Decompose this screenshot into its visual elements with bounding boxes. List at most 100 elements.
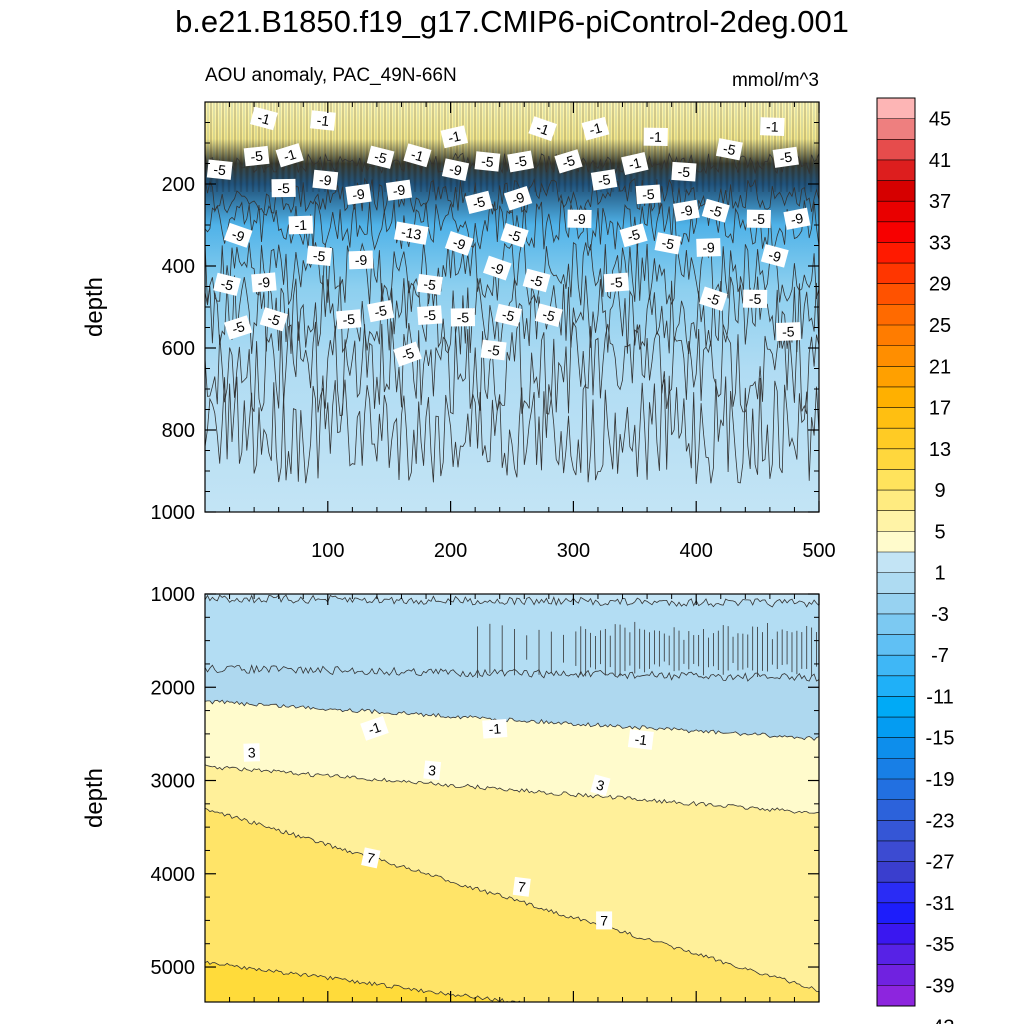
contour-label-text: -9 xyxy=(354,252,367,268)
contour-label-bg xyxy=(627,729,654,750)
contour-label: -5 xyxy=(480,339,507,361)
contour-label-text: -5 xyxy=(705,289,722,308)
contour-label-bg xyxy=(528,116,557,142)
contour-label-text: -1 xyxy=(281,146,298,165)
chart-subtitle: AOU anomaly, PAC_49N-66N xyxy=(205,65,457,86)
colorbar-swatch xyxy=(877,840,915,862)
contour-label-bg xyxy=(494,303,523,327)
contour-label-text: -9 xyxy=(351,185,366,203)
contour-label-bg xyxy=(621,152,649,175)
contour-label-bg xyxy=(275,143,304,168)
contour-label: -5 xyxy=(500,223,529,248)
contour-label-bg xyxy=(335,309,362,330)
contour-label: -5 xyxy=(775,322,801,342)
contour-label-bg xyxy=(503,186,533,211)
contour-label: -1 xyxy=(288,215,314,235)
contour-label-text: -1 xyxy=(627,154,643,172)
contour-label: -5 xyxy=(494,303,523,327)
contour-label: -5 xyxy=(603,272,629,293)
colorbar-tick-label: 29 xyxy=(929,274,951,296)
contour-label-text: -9 xyxy=(573,211,586,227)
contour-label-text: -9 xyxy=(510,189,527,208)
contour-label-bg xyxy=(450,308,476,327)
contour-label: -5 xyxy=(474,151,501,172)
colorbar-swatch xyxy=(877,634,915,656)
contour-label-text: -9 xyxy=(448,161,464,179)
contour-label: -9 xyxy=(223,222,253,248)
contour-label: -5 xyxy=(259,307,288,332)
contour-label-text: -5 xyxy=(266,310,283,329)
contour-label-text: -5 xyxy=(250,147,264,164)
contour-label: -1 xyxy=(360,715,389,741)
contour-label: -5 xyxy=(271,178,296,198)
contour-label-bg xyxy=(213,272,241,297)
colorbar-tick-label: -7 xyxy=(931,645,949,667)
contour-label-text: -5 xyxy=(610,274,624,291)
contour-label-bg xyxy=(512,876,531,897)
contour-label-text: -9 xyxy=(702,239,715,255)
contour-label-bg xyxy=(416,273,443,295)
contour-label-text: -9 xyxy=(451,234,468,253)
chart-title: b.e21.B1850.f19_g17.CMIP6-piControl-2deg… xyxy=(175,4,849,39)
colorbar-swatch xyxy=(877,469,915,491)
contour-label-bg xyxy=(271,178,296,198)
contour-label-text: -9 xyxy=(392,181,407,199)
contour-label-bg xyxy=(474,151,501,172)
contour-label: -9 xyxy=(760,244,789,268)
contour-label-bg xyxy=(500,223,529,248)
colorbar-swatch xyxy=(877,861,915,883)
colorbar-tick-label: 21 xyxy=(929,356,951,378)
contour-label-text: -5 xyxy=(500,306,516,324)
contour-label-bg xyxy=(348,250,374,270)
colorbar-swatch xyxy=(877,159,915,181)
contour-label-bg xyxy=(775,322,801,342)
colorbar-tick-label: 1 xyxy=(934,563,945,585)
contour-label: -5 xyxy=(635,184,661,205)
lower-contour-labels: -1 -1 -1 3 3 3 7 7 7 xyxy=(243,715,654,930)
contour-line xyxy=(205,699,819,741)
contour-label-bg xyxy=(590,774,611,796)
contour-label-text: -1 xyxy=(534,119,551,138)
contour-label-bg xyxy=(596,911,613,930)
contour-line xyxy=(205,807,819,992)
contour-label: -5 xyxy=(335,309,362,330)
contour-label-bg xyxy=(772,146,799,168)
contour-label-text: 7 xyxy=(600,912,608,928)
y-tick-label: 600 xyxy=(162,338,195,360)
colorbar-swatch xyxy=(877,386,915,408)
contour-label-bg xyxy=(554,149,583,174)
colorbar-tick-label: 45 xyxy=(929,109,951,131)
contour-line xyxy=(205,375,819,485)
x-tick-label: 100 xyxy=(311,540,344,562)
contour-label: -5 xyxy=(715,138,743,161)
contour-label-text: -5 xyxy=(782,323,795,339)
colorbar-tick-label: 13 xyxy=(929,439,951,461)
contour-label: -9 xyxy=(345,183,372,205)
contour-label-bg xyxy=(760,244,789,268)
contour-line xyxy=(205,664,819,682)
contour-label-bg xyxy=(288,215,314,235)
contour-label: -5 xyxy=(534,303,563,327)
contour-label-bg xyxy=(673,199,700,222)
contour-label-bg xyxy=(635,184,661,205)
colorbar-tick-label: 37 xyxy=(929,191,951,213)
contour-label: -1 xyxy=(440,125,469,149)
contour-line xyxy=(205,321,819,417)
colorbar-swatch xyxy=(877,696,915,718)
contour-label-bg xyxy=(480,339,507,361)
colorbar-swatch xyxy=(877,655,915,677)
colorbar-swatch xyxy=(877,510,915,532)
contour-label-text: -5 xyxy=(560,152,577,171)
contour-label-bg xyxy=(312,169,339,191)
contour-label-bg xyxy=(619,223,648,248)
contour-label-text: -5 xyxy=(642,186,656,203)
contour-label-text: 7 xyxy=(517,878,527,895)
contour-label: 7 xyxy=(596,911,613,930)
upper-y-axis-label: depth xyxy=(81,277,108,337)
contour-label-text: -1 xyxy=(488,720,502,737)
lower-plot-frame xyxy=(204,593,820,1003)
x-tick-label: 300 xyxy=(557,540,590,562)
contour-label-bg xyxy=(360,715,389,741)
contour-label: -1 xyxy=(249,106,278,131)
contour-label: -1 xyxy=(643,127,668,147)
